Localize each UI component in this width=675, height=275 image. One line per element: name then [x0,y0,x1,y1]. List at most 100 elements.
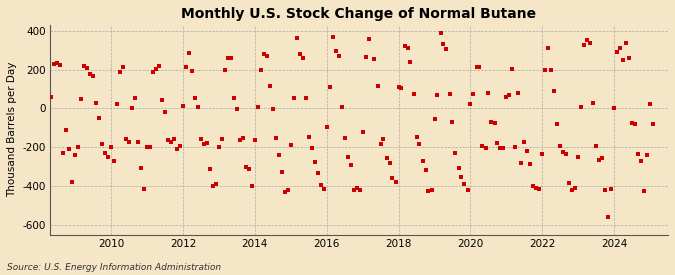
Point [294,52,305,56]
Point [400,44,410,48]
Point [516,161,527,165]
Point [333,54,344,58]
Point [234,138,245,143]
Point [217,136,227,141]
Point [647,122,658,126]
Point [369,57,380,61]
Point [564,181,574,185]
Point [420,167,431,172]
Point [124,140,134,145]
Point [588,100,599,105]
Point [525,161,536,166]
Point [375,142,386,147]
Point [510,145,520,149]
Point [360,55,371,59]
Point [270,135,281,140]
Point [423,189,434,193]
Point [357,130,368,134]
Y-axis label: Thousand Barrels per Day: Thousand Barrels per Day [7,62,17,197]
Point [340,135,350,140]
Point [136,166,146,170]
Point [561,152,572,156]
Point [582,38,593,43]
Point [465,101,476,106]
Point [471,64,482,69]
Point [313,171,323,176]
Point [543,46,554,50]
Point [279,190,290,194]
Point [159,110,170,114]
Point [300,95,311,100]
Point [151,66,161,71]
Point [492,141,503,145]
Point [603,215,614,219]
Point [148,69,159,74]
Point [639,189,649,193]
Point [483,91,494,95]
Point [73,145,84,149]
Point [612,50,622,54]
Point [297,56,308,60]
Point [615,46,626,50]
Point [645,101,655,106]
Point [417,159,428,163]
Point [626,121,637,125]
Point [549,89,560,93]
Point [351,186,362,190]
Point [133,140,144,145]
Point [579,43,590,48]
Point [169,136,180,141]
Point [330,49,341,53]
Point [244,166,254,171]
Point [441,47,452,51]
Point [489,121,500,125]
Point [70,153,80,157]
Point [477,144,488,148]
Point [480,146,491,150]
Point [261,54,272,58]
Point [211,182,221,186]
Point [504,93,514,97]
Point [225,56,236,60]
Point [85,72,96,77]
Point [363,37,374,42]
Point [97,142,107,147]
Point [336,105,347,110]
Point [115,70,126,75]
Point [408,92,419,96]
Point [378,136,389,141]
Point [273,153,284,157]
Point [286,143,296,147]
Point [396,86,407,90]
Point [594,158,605,162]
Point [58,151,69,155]
Point [387,176,398,180]
Point [620,41,631,46]
Point [459,182,470,186]
Point [381,156,392,160]
Point [55,62,65,67]
Point [609,106,620,111]
Point [163,138,173,143]
Point [157,97,167,102]
Point [196,136,207,141]
Point [303,134,314,139]
Point [432,93,443,97]
Point [450,151,461,155]
Point [573,155,584,159]
Point [256,67,267,72]
Title: Monthly U.S. Stock Change of Normal Butane: Monthly U.S. Stock Change of Normal Buta… [182,7,537,21]
Point [190,95,200,100]
Point [246,184,257,188]
Point [229,95,240,100]
Point [438,42,449,46]
Point [618,58,628,62]
Point [567,188,578,192]
Point [531,186,541,190]
Point [630,122,641,126]
Point [447,120,458,124]
Point [117,64,128,69]
Point [642,153,653,157]
Point [288,95,299,100]
Point [327,34,338,39]
